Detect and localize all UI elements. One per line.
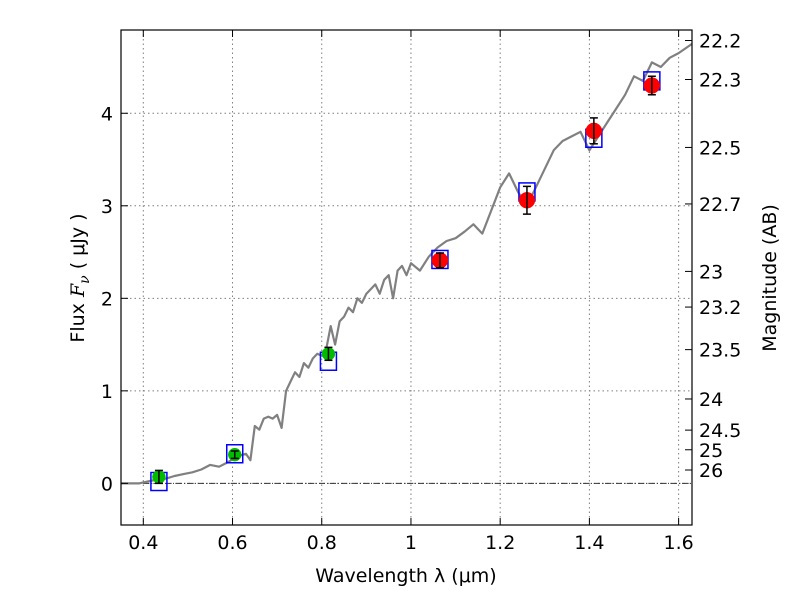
y-axis-label-symbol: F: [67, 283, 89, 298]
y2-tick-label: 24: [699, 389, 723, 411]
x-tick-label: 1.2: [485, 532, 515, 554]
y2-tick-label: 23.2: [699, 297, 741, 319]
y-axis-label-subscript: ν: [77, 275, 93, 284]
y-tick-label: 2: [101, 288, 113, 310]
x-tick-label: 1.6: [664, 532, 694, 554]
plot-series: [121, 42, 693, 492]
y2-tick-label: 22.7: [699, 194, 741, 216]
x-tick-label: 1.4: [574, 532, 604, 554]
y-axis-label-suffix: ( μJy ): [67, 213, 89, 275]
x-axis-label: Wavelength λ (μm): [315, 565, 496, 587]
y2-tick-label: 25: [699, 440, 723, 462]
y2-tick-label: 24.5: [699, 420, 741, 442]
y2-tick-label: 26: [699, 460, 723, 482]
y-tick-label: 3: [101, 196, 113, 218]
x-tick-label: 0.8: [307, 532, 337, 554]
x-tick-label: 0.4: [128, 532, 158, 554]
grid: [121, 30, 692, 525]
plot-frame: [120, 29, 693, 526]
y-axis-label-prefix: Flux: [67, 297, 89, 343]
y-tick-label: 0: [101, 473, 113, 495]
model-photometry-square: [226, 444, 244, 464]
y-axis-label: Flux Fν ( μJy ): [67, 213, 93, 342]
y2-tick-label: 23.5: [699, 340, 741, 362]
axis-ticks: 0.4 0.6 0.8 1 1.2 1.4 1.60123422.222.322.522.7…: [101, 30, 741, 554]
y-tick-label: 1: [101, 381, 113, 403]
y2-tick-label: 23: [699, 261, 723, 283]
y2-axis-label: Magnitude (AB): [759, 204, 781, 352]
x-tick-label: 1: [405, 532, 417, 554]
x-tick-label: 0.6: [217, 532, 247, 554]
y2-tick-label: 22.3: [699, 69, 741, 91]
y-tick-label: 4: [101, 103, 113, 125]
y2-tick-label: 22.2: [699, 31, 741, 53]
y2-tick-label: 22.5: [699, 137, 741, 159]
